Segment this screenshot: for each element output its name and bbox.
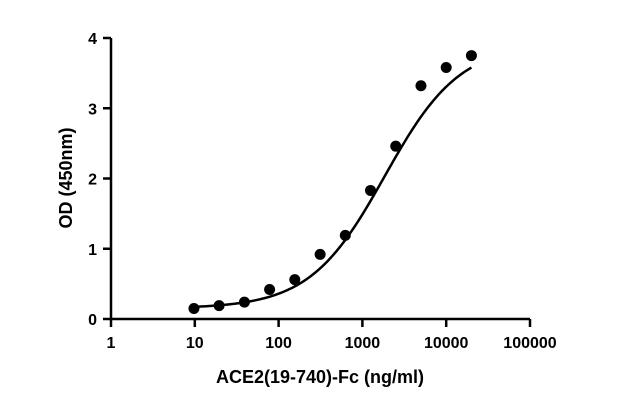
y-axis: 0 1 2 3 4 — [88, 31, 113, 329]
data-point — [213, 300, 225, 312]
data-point — [440, 62, 452, 74]
data-point — [264, 283, 276, 295]
data-point — [339, 229, 351, 241]
y-tick-label: 2 — [88, 172, 97, 189]
y-ticks: 0 1 2 3 4 — [88, 31, 111, 329]
data-point — [188, 302, 200, 314]
x-axis-title: ACE2(19-740)-Fc (ng/ml) — [216, 367, 424, 387]
x-ticks: 1 10 100 1000 10000 100000 — [107, 319, 557, 352]
data-point — [365, 184, 377, 196]
y-tick-label: 1 — [88, 242, 97, 259]
x-tick-label: 100 — [265, 335, 292, 352]
data-point — [415, 80, 427, 92]
data-point — [465, 50, 477, 62]
data-point — [289, 274, 301, 286]
y-axis-title: OD (450nm) — [56, 127, 76, 228]
x-tick-label: 10000 — [424, 335, 469, 352]
x-axis: 1 10 100 1000 10000 100000 — [107, 317, 557, 352]
data-point — [314, 248, 326, 260]
y-tick-label: 0 — [88, 312, 97, 329]
x-tick-label: 1 — [107, 335, 116, 352]
y-tick-label: 3 — [88, 101, 97, 118]
x-tick-label: 100000 — [503, 335, 556, 352]
x-tick-label: 1000 — [345, 335, 381, 352]
data-point — [238, 296, 250, 308]
data-points — [188, 50, 477, 314]
data-point — [390, 140, 402, 152]
y-tick-label: 4 — [88, 31, 97, 48]
fit-curve — [193, 66, 473, 309]
x-tick-label: 10 — [186, 335, 204, 352]
